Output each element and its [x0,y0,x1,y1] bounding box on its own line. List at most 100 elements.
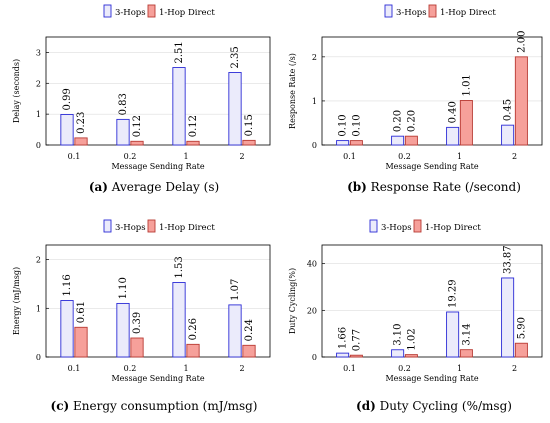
data-label: 1.07 [230,279,241,301]
bar-3hops [116,302,130,358]
caption-label: (b) [347,180,367,194]
chart-panel-2: 0 1 2 0.1 0.10 0.10 0.2 0.20 0.20 1 0.401.01 2 0.45 2… [288,4,543,194]
data-label: 0.83 [118,93,129,115]
y-tick-label: 2 [36,79,41,88]
caption-label: (a) [89,180,108,194]
data-label: 1.66 [338,327,349,349]
bar-3hops [391,135,405,146]
data-label: 2.00 [516,31,527,53]
chart-panel-4: 0 20 40 0.1 1.66 0.77 0.2 3.10 1.02 1 19.29 3.14 2 33… [288,219,543,413]
bar-direct [459,349,473,358]
y-tick-label: 2 [312,53,317,62]
caption-text: Energy consumption (mJ/msg) [69,399,257,413]
figure-caption: (c) Energy consumption (mJ/msg) [51,399,258,413]
data-label: 33.87 [503,245,514,274]
bar-3hops [446,126,460,146]
y-axis-label: Duty Cycling(%) [288,268,297,334]
data-label: 0.10 [338,114,349,136]
y-tick-label: 0 [312,141,317,150]
x-tick-label: 0.1 [68,152,81,161]
legend-swatch-direct [413,219,422,233]
data-label: 0.24 [244,319,255,341]
data-label: 0.99 [62,88,73,110]
data-label: 0.45 [503,99,514,121]
legend-swatch-direct [428,4,437,18]
legend-label: 1-Hop Direct [159,8,215,18]
legend-label: 1-Hop Direct [425,223,481,233]
legend: 3-Hops 1-Hop Direct [384,4,496,18]
legend-label: 3-Hops [115,8,146,18]
y-tick-label: 1 [36,110,41,119]
bar-direct [459,100,473,146]
bar-direct [74,326,88,358]
data-label: 1.10 [118,277,129,299]
bar-direct [242,139,256,146]
x-tick-label: 0.1 [343,152,356,161]
y-tick-label: 1 [36,304,41,313]
y-tick-label: 0 [312,353,317,362]
bar-3hops [391,349,405,358]
bar-direct [349,354,363,358]
data-label: 0.12 [132,115,143,137]
plot-frame [45,36,271,146]
legend-swatch-3hops [103,219,112,233]
x-tick-label: 0.2 [124,364,137,373]
caption-label: (c) [51,399,70,413]
x-tick-label: 1 [457,152,462,161]
bar-3hops [172,282,186,358]
y-tick-label: 20 [307,306,317,315]
x-axis-label: Message Sending Rate [111,162,204,171]
bar-3hops [501,124,515,146]
data-label: 0.15 [244,114,255,136]
plot-frame [321,36,543,146]
legend-label: 3-Hops [115,223,146,233]
legend-swatch-3hops [384,4,393,18]
x-axis-label: Message Sending Rate [111,374,204,383]
bar-3hops [228,72,242,146]
bar-3hops [228,304,242,358]
data-label: 1.01 [461,74,472,96]
bar-3hops [172,67,186,146]
chart-panel-3: 0 1 2 0.1 1.160.61 0.2 1.10 0.39 1 1.53 0.26 2 1.07 0… [12,219,271,413]
bar-direct [74,137,88,146]
legend-swatch-3hops [369,219,378,233]
x-tick-label: 2 [239,364,244,373]
x-tick-label: 1 [183,152,188,161]
y-axis-label: Response Rate (/s) [288,53,297,129]
bar-3hops [336,352,350,358]
legend-label: 3-Hops [396,8,427,18]
x-tick-label: 1 [183,364,188,373]
x-axis-label: Message Sending Rate [385,162,478,171]
data-label: 0.61 [76,301,87,323]
data-label: 0.20 [406,110,417,132]
bar-3hops [446,311,460,358]
caption-text: Average Delay (s) [108,180,219,194]
data-label: 19.29 [448,279,459,308]
data-label: 0.77 [351,329,362,351]
y-tick-label: 40 [307,260,317,269]
x-tick-label: 0.2 [124,152,137,161]
caption-text: Response Rate (/second) [367,180,521,194]
data-label: 3.10 [393,324,404,346]
figure-caption: (d) Duty Cycling (%/msg) [356,399,512,413]
legend-swatch-direct [147,4,156,18]
data-label: 0.26 [188,318,199,340]
legend: 3-Hops 1-Hop Direct [103,4,215,18]
data-label: 0.20 [393,110,404,132]
data-label: 2.35 [230,46,241,68]
x-axis-label: Message Sending Rate [385,374,478,383]
x-tick-label: 0.2 [398,364,411,373]
data-label: 0.23 [76,112,87,134]
caption-label: (d) [356,399,376,413]
x-tick-label: 0.1 [68,364,81,373]
bar-direct [404,354,418,358]
bar-direct [404,135,418,146]
data-label: 2.51 [174,41,185,63]
data-label: 1.02 [406,328,417,350]
legend-label: 1-Hop Direct [440,8,496,18]
bar-direct [242,344,256,358]
legend-swatch-3hops [103,4,112,18]
x-tick-label: 1 [457,364,462,373]
legend-label: 3-Hops [381,223,412,233]
legend: 3-Hops 1-Hop Direct [103,219,215,233]
